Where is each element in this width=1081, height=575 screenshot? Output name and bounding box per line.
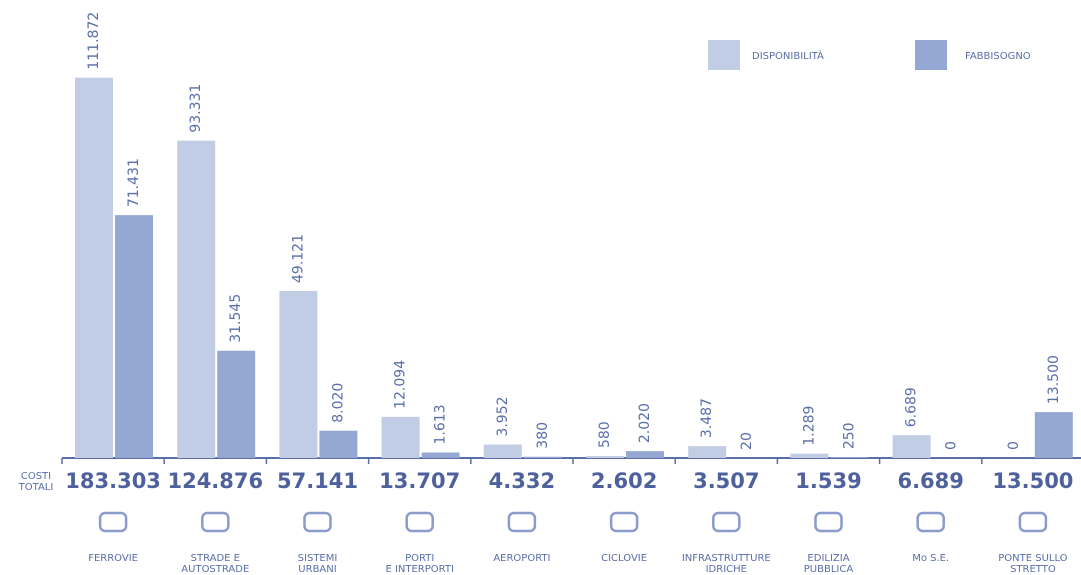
category-label: PONTE SULLO <box>998 553 1067 564</box>
category-label: PUBBLICA <box>804 564 854 575</box>
total-value: 124.876 <box>167 469 263 493</box>
icon <box>712 511 741 533</box>
value-label: 3.487 <box>699 398 715 438</box>
category-label: IDRICHE <box>706 564 747 575</box>
value-label: 20 <box>739 432 755 450</box>
value-label: 31.545 <box>228 294 244 343</box>
total-value: 13.707 <box>379 469 460 493</box>
bar <box>177 140 216 458</box>
category-label: STRETTO <box>1010 564 1056 575</box>
bar <box>75 77 113 459</box>
icon <box>405 511 434 533</box>
value-label: 0 <box>944 441 960 450</box>
total-value: 2.602 <box>591 469 657 493</box>
bar <box>790 453 829 458</box>
value-label: 6.689 <box>904 387 920 427</box>
total-value: 57.141 <box>277 469 358 493</box>
category-label: SISTEMI <box>298 553 338 564</box>
value-label: 3.952 <box>495 396 511 436</box>
icon <box>507 511 537 533</box>
bar <box>217 350 256 458</box>
value-label: 2.020 <box>637 403 653 443</box>
value-label: 1.613 <box>433 404 449 444</box>
bar <box>523 456 562 458</box>
totals-label: COSTI <box>21 471 51 482</box>
category-label: E INTERPORTI <box>385 564 453 575</box>
category-label: INFRASTRUTTURE <box>682 553 771 564</box>
value-label: 71.431 <box>126 158 142 207</box>
bar <box>279 290 318 458</box>
bar <box>688 446 727 458</box>
icon <box>1018 511 1048 533</box>
value-label: 8.020 <box>330 383 346 423</box>
total-value: 4.332 <box>489 469 555 493</box>
icon <box>98 511 128 533</box>
bar <box>830 457 869 458</box>
legend-label: DISPONIBILITÀ <box>752 49 824 62</box>
bar <box>115 215 153 458</box>
bar <box>892 435 931 458</box>
value-label: 380 <box>535 422 551 449</box>
bar <box>1034 412 1073 458</box>
totals-label: TOTALI <box>18 482 54 493</box>
bar <box>586 456 624 458</box>
total-value: 183.303 <box>65 469 161 493</box>
icon <box>814 511 843 533</box>
bar <box>319 430 358 458</box>
category-label: CICLOVIE <box>601 553 647 564</box>
category-label: AUTOSTRADE <box>181 564 249 575</box>
value-label: 111.872 <box>86 12 102 70</box>
value-label: 580 <box>597 421 613 448</box>
category-label: STRADE E <box>191 553 240 564</box>
total-value: 1.539 <box>795 469 861 493</box>
legend-swatch <box>708 40 740 70</box>
value-label: 1.289 <box>801 406 817 446</box>
icon <box>201 511 230 533</box>
value-label: 12.094 <box>393 360 409 409</box>
category-label: FERROVIE <box>88 553 138 564</box>
category-label: Mo S.E. <box>912 553 949 564</box>
bar <box>421 452 460 458</box>
bar <box>483 444 522 458</box>
category-label: PORTI <box>405 553 434 564</box>
bar <box>626 451 664 458</box>
category-label: AEROPORTI <box>493 553 550 564</box>
total-value: 6.689 <box>897 469 963 493</box>
legend-swatch <box>915 40 947 70</box>
value-label: 250 <box>841 422 857 449</box>
icon <box>303 511 332 533</box>
category-label: URBANI <box>298 564 336 575</box>
value-label: 93.331 <box>188 84 204 133</box>
total-value: 13.500 <box>992 469 1073 493</box>
value-label: 13.500 <box>1046 355 1062 404</box>
bar <box>381 416 420 458</box>
total-value: 3.507 <box>693 469 759 493</box>
icon <box>609 511 639 533</box>
icon <box>916 511 945 533</box>
legend-label: FABBISOGNO <box>965 51 1031 62</box>
category-label: EDILIZIA <box>807 553 849 564</box>
value-label: 49.121 <box>290 234 306 283</box>
value-label: 0 <box>1006 441 1022 450</box>
